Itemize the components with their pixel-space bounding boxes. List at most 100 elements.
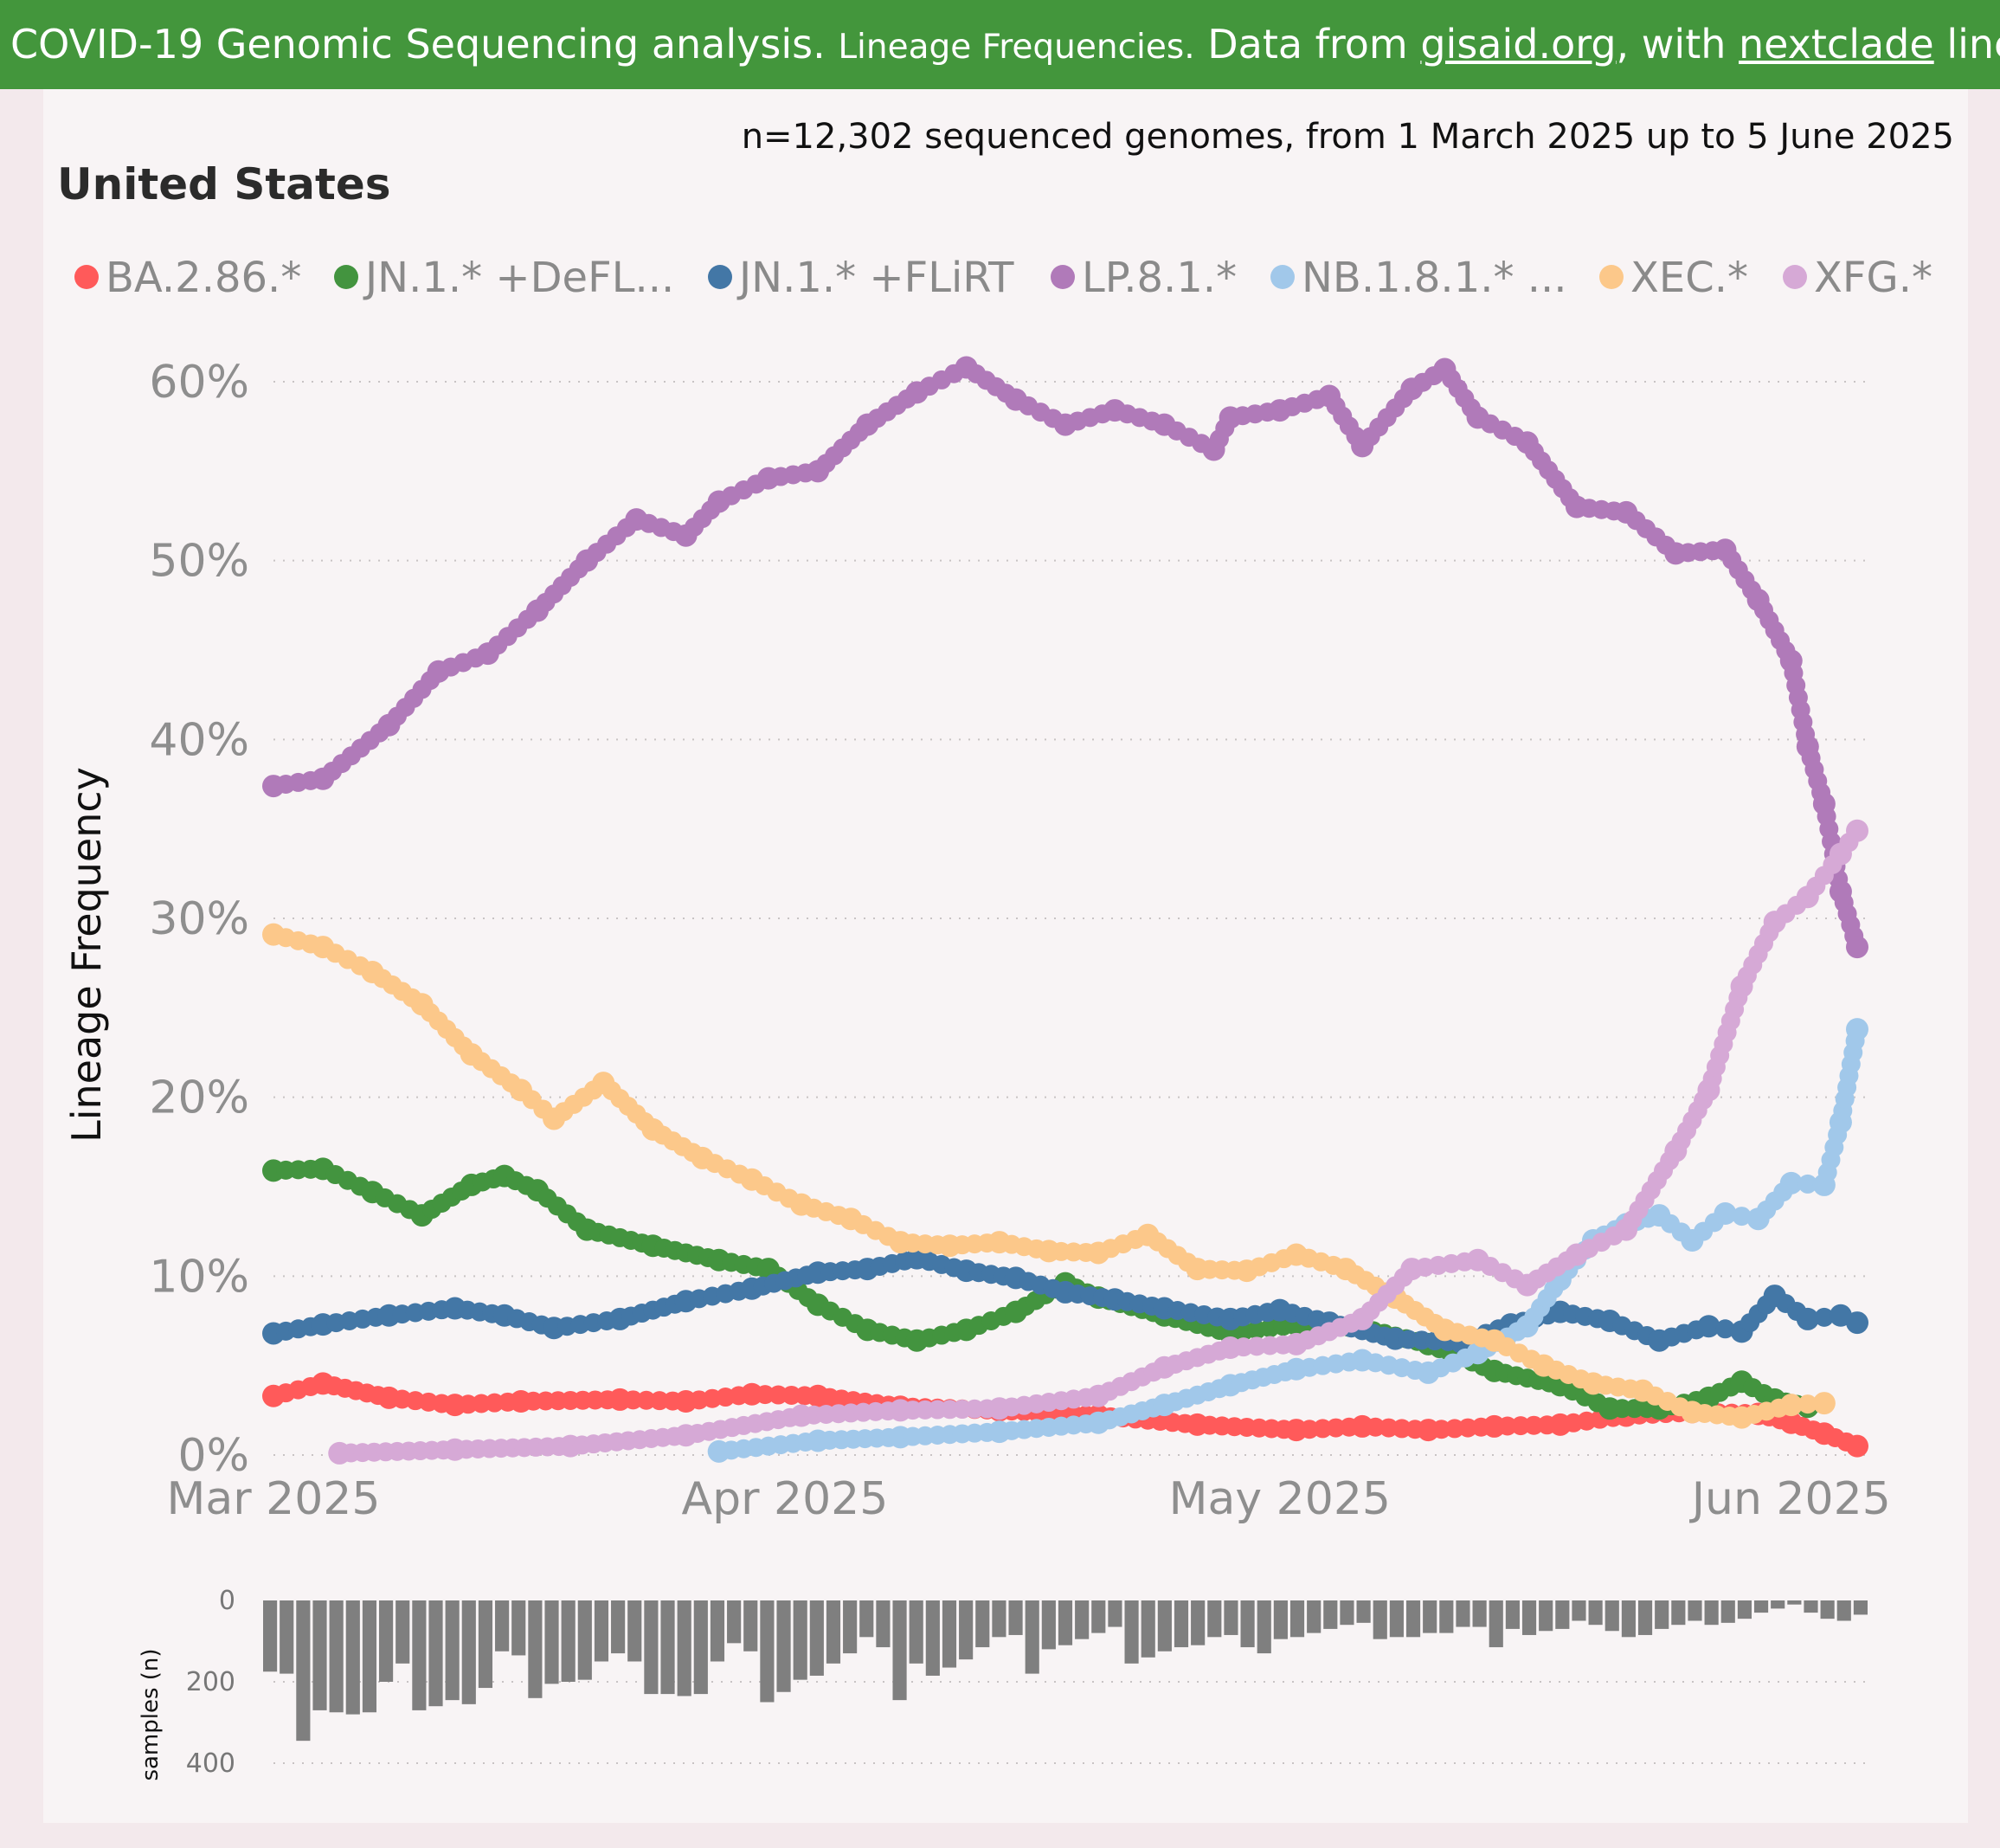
samples-bars bbox=[263, 1600, 1868, 1742]
y-axis: 0% 10% 20% 30% 40% 50% 60% bbox=[149, 357, 249, 1482]
sample-bar bbox=[1224, 1600, 1238, 1635]
series bbox=[262, 923, 1836, 1429]
sample-bar bbox=[561, 1600, 576, 1682]
y-tick-label: 10% bbox=[149, 1251, 249, 1303]
sample-bar bbox=[843, 1600, 858, 1654]
legend-label: BA.2.86.* bbox=[106, 254, 301, 302]
sample-bar bbox=[992, 1600, 1006, 1638]
series bbox=[262, 356, 1868, 959]
sample-bar bbox=[859, 1600, 874, 1638]
sample-bar bbox=[776, 1600, 791, 1692]
sample-bar bbox=[1405, 1600, 1421, 1638]
region-title: United States bbox=[57, 159, 391, 209]
sample-bar bbox=[1489, 1600, 1503, 1648]
samples-tick-label: 400 bbox=[186, 1748, 235, 1779]
sample-bar bbox=[280, 1600, 294, 1674]
sample-bar bbox=[395, 1600, 410, 1664]
sample-bar bbox=[1207, 1600, 1222, 1638]
banner-text-1: COVID-19 Genomic Sequencing analysis. bbox=[10, 21, 826, 68]
legend-item[interactable]: LP.8.1.* bbox=[1051, 254, 1237, 302]
legend-item[interactable]: XFG.* bbox=[1783, 254, 1932, 302]
sample-bar bbox=[760, 1600, 775, 1703]
trail-dot bbox=[1797, 1394, 1817, 1414]
x-tick-label: Apr 2025 bbox=[682, 1473, 889, 1525]
sample-bar bbox=[1555, 1600, 1570, 1629]
sample-bar bbox=[959, 1600, 974, 1660]
samples-axis: 0 200 400 bbox=[186, 1586, 235, 1779]
legend-marker bbox=[1783, 265, 1807, 289]
y-tick-label: 60% bbox=[149, 357, 249, 409]
y-tick-label: 50% bbox=[149, 536, 249, 588]
series bbox=[262, 1246, 1868, 1354]
data-point bbox=[1779, 1394, 1803, 1417]
sample-bar bbox=[1720, 1600, 1735, 1623]
legend-label: LP.8.1.* bbox=[1082, 254, 1237, 302]
data-point bbox=[1779, 1171, 1803, 1194]
sample-bar bbox=[1257, 1600, 1271, 1654]
gisaid-link[interactable]: gisaid.org bbox=[1420, 21, 1617, 68]
trail-dot bbox=[1715, 1319, 1735, 1339]
data-point bbox=[1846, 819, 1868, 842]
sample-bar bbox=[743, 1600, 758, 1652]
sample-bar bbox=[1389, 1600, 1404, 1638]
sample-bar bbox=[677, 1600, 691, 1697]
legend: BA.2.86.* JN.1.* +DeFL... JN.1.* +FLiRT LP.… bbox=[74, 254, 1932, 302]
legend-marker bbox=[1599, 265, 1624, 289]
legend-marker bbox=[1270, 265, 1295, 289]
data-point bbox=[1846, 1311, 1868, 1335]
sample-bar bbox=[1273, 1600, 1288, 1639]
sample-bar bbox=[1637, 1600, 1653, 1635]
sample-bar bbox=[296, 1600, 311, 1742]
data-point bbox=[1812, 1392, 1836, 1415]
sample-bar bbox=[594, 1600, 609, 1662]
sample-bar bbox=[793, 1600, 807, 1680]
sample-bar bbox=[1836, 1600, 1851, 1621]
trail-dot bbox=[1814, 1307, 1834, 1327]
legend-item[interactable]: NB.1.8.1.* ... bbox=[1270, 254, 1567, 302]
data-point bbox=[1846, 936, 1868, 959]
x-axis: Mar 2025 Apr 2025 May 2025 Jun 2025 bbox=[167, 1473, 1891, 1525]
samples-grid bbox=[273, 1681, 1868, 1764]
data-point bbox=[1796, 1307, 1819, 1330]
sample-bar bbox=[1655, 1600, 1669, 1629]
legend-label: XFG.* bbox=[1814, 254, 1932, 302]
sample-bar bbox=[1108, 1600, 1122, 1627]
sample-bar bbox=[627, 1600, 642, 1662]
sample-bar bbox=[876, 1600, 891, 1648]
sample-bar bbox=[478, 1600, 493, 1689]
x-tick-label: Mar 2025 bbox=[167, 1473, 381, 1525]
legend-marker bbox=[1051, 265, 1075, 289]
nextclade-link[interactable]: nextclade bbox=[1739, 21, 1934, 68]
legend-item[interactable]: XEC.* bbox=[1599, 254, 1748, 302]
sample-bar bbox=[445, 1600, 460, 1701]
sample-bar bbox=[1058, 1600, 1073, 1645]
legend-label: XEC.* bbox=[1630, 254, 1748, 302]
sample-bar bbox=[1157, 1600, 1172, 1652]
sample-bar bbox=[975, 1600, 990, 1648]
banner-text-2: Lineage Frequencies. bbox=[838, 28, 1195, 67]
sample-bar bbox=[1572, 1600, 1586, 1621]
sample-bar bbox=[1356, 1600, 1371, 1623]
sample-bar bbox=[1820, 1600, 1835, 1619]
legend-label: NB.1.8.1.* ... bbox=[1302, 254, 1567, 302]
sample-bar bbox=[412, 1600, 427, 1710]
sample-bar bbox=[1605, 1600, 1619, 1632]
legend-item[interactable]: BA.2.86.* bbox=[74, 254, 301, 302]
sample-bar bbox=[1091, 1600, 1106, 1633]
sample-bar bbox=[1472, 1600, 1487, 1627]
sample-bar bbox=[345, 1600, 360, 1715]
sample-bar bbox=[1075, 1600, 1090, 1639]
legend-item[interactable]: JN.1.* +DeFL... bbox=[334, 254, 674, 302]
sample-bar bbox=[1025, 1600, 1039, 1674]
sample-bar bbox=[1307, 1600, 1322, 1633]
sample-bar bbox=[1423, 1600, 1437, 1633]
sample-bar bbox=[644, 1600, 659, 1695]
sample-bar bbox=[809, 1600, 824, 1676]
sample-bar bbox=[925, 1600, 940, 1676]
sample-bar bbox=[312, 1600, 327, 1710]
sample-bar bbox=[379, 1600, 394, 1682]
legend-item[interactable]: JN.1.* +FLiRT bbox=[708, 254, 1014, 302]
sample-bar bbox=[1008, 1600, 1023, 1635]
banner-text-5: lineages. Source bbox=[1946, 21, 2000, 68]
subtitle: n=12,302 sequenced genomes, from 1 March… bbox=[742, 117, 1954, 157]
